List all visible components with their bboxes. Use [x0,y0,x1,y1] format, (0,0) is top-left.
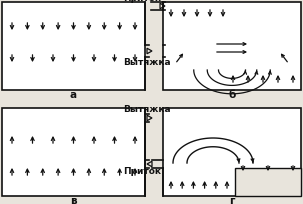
Text: в: в [70,196,76,204]
Bar [2,2,145,90]
Text: Приток: Приток [123,0,161,3]
Bar [163,2,301,90]
Text: Вытяжка: Вытяжка [123,58,171,67]
Bar [235,168,301,196]
Bar [2,108,145,196]
Text: Вытяжка: Вытяжка [123,105,171,114]
Text: б: б [228,90,236,100]
Text: г: г [229,196,235,204]
Text: Приток: Приток [123,167,161,176]
Text: а: а [69,90,77,100]
Bar [163,108,301,196]
